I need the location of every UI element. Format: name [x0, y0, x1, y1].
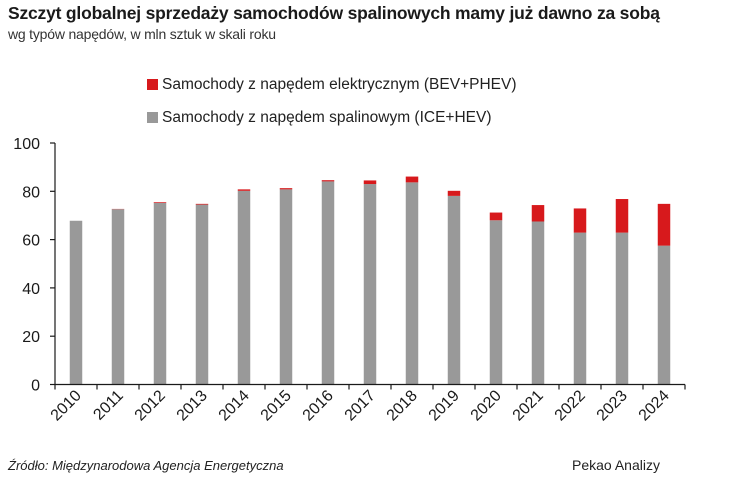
- bar-electric-2024: [657, 203, 671, 246]
- bar-electric-2017: [363, 180, 377, 185]
- legend-swatch-combustion: [147, 112, 158, 123]
- x-tick-label-2022: 2022: [552, 387, 589, 424]
- bar-electric-2018: [405, 176, 419, 183]
- x-tick-label-2016: 2016: [300, 387, 337, 424]
- x-tick-label-2012: 2012: [132, 387, 169, 424]
- x-tick-label-2015: 2015: [258, 387, 295, 424]
- legend-label-electric: Samochody z napędem elektrycznym (BEV+PH…: [162, 75, 517, 93]
- bar-combustion-2012: [153, 202, 167, 385]
- legend: Samochody z napędem elektrycznym (BEV+PH…: [147, 68, 517, 134]
- bar-electric-2021: [531, 205, 545, 222]
- x-tick-label-2013: 2013: [174, 387, 211, 424]
- bar-combustion-2020: [489, 220, 503, 385]
- bar-electric-2023: [615, 199, 629, 233]
- x-tick-label-2020: 2020: [468, 387, 505, 424]
- bar-combustion-2014: [237, 190, 251, 385]
- x-tick-label-2023: 2023: [594, 387, 631, 424]
- y-tick-label-0: 0: [31, 378, 40, 395]
- legend-item-electric: Samochody z napędem elektrycznym (BEV+PH…: [147, 68, 517, 101]
- bar-combustion-2010: [69, 220, 83, 385]
- bar-electric-2022: [573, 208, 587, 233]
- x-tick-label-2017: 2017: [342, 387, 379, 424]
- x-tick-label-2011: 2011: [90, 387, 126, 423]
- x-tick-label-2014: 2014: [216, 387, 253, 424]
- bar-combustion-2022: [573, 232, 587, 385]
- x-tick-label-2024: 2024: [636, 387, 673, 424]
- y-tick-label-80: 80: [22, 184, 40, 201]
- bar-electric-2020: [489, 212, 503, 221]
- legend-item-combustion: Samochody z napędem spalinowym (ICE+HEV): [147, 101, 517, 134]
- chart-subtitle: wg typów napędów, w mln sztuk w skali ro…: [8, 26, 276, 42]
- y-tick-label-40: 40: [22, 281, 40, 298]
- bar-combustion-2016: [321, 181, 335, 385]
- bar-combustion-2013: [195, 204, 209, 385]
- chart-title: Szczyt globalnej sprzedaży samochodów sp…: [8, 3, 660, 23]
- bar-combustion-2021: [531, 221, 545, 385]
- x-tick-label-2019: 2019: [426, 387, 463, 424]
- bar-electric-2019: [447, 190, 461, 196]
- x-tick-label-2018: 2018: [384, 387, 421, 424]
- y-tick-label-100: 100: [13, 136, 40, 153]
- bar-combustion-2011: [111, 209, 125, 385]
- bar-electric-2015: [279, 188, 293, 190]
- bar-combustion-2017: [363, 184, 377, 385]
- bar-combustion-2015: [279, 189, 293, 385]
- bar-electric-2014: [237, 189, 251, 191]
- bar-electric-2012: [153, 202, 167, 203]
- bar-electric-2013: [195, 203, 209, 205]
- brand-label: Pekao Analizy: [572, 457, 660, 473]
- bar-electric-2016: [321, 180, 335, 182]
- y-tick-label-60: 60: [22, 233, 40, 250]
- source-note: Źródło: Międzynarodowa Agencja Energetyc…: [8, 458, 284, 473]
- x-tick-label-2010: 2010: [48, 387, 85, 424]
- x-tick-label-2021: 2021: [510, 387, 547, 424]
- bar-combustion-2023: [615, 232, 629, 385]
- y-tick-label-20: 20: [22, 329, 40, 346]
- bar-combustion-2018: [405, 182, 419, 385]
- legend-label-combustion: Samochody z napędem spalinowym (ICE+HEV): [162, 108, 492, 126]
- legend-swatch-electric: [147, 79, 158, 90]
- bar-combustion-2019: [447, 195, 461, 385]
- bar-combustion-2024: [657, 245, 671, 385]
